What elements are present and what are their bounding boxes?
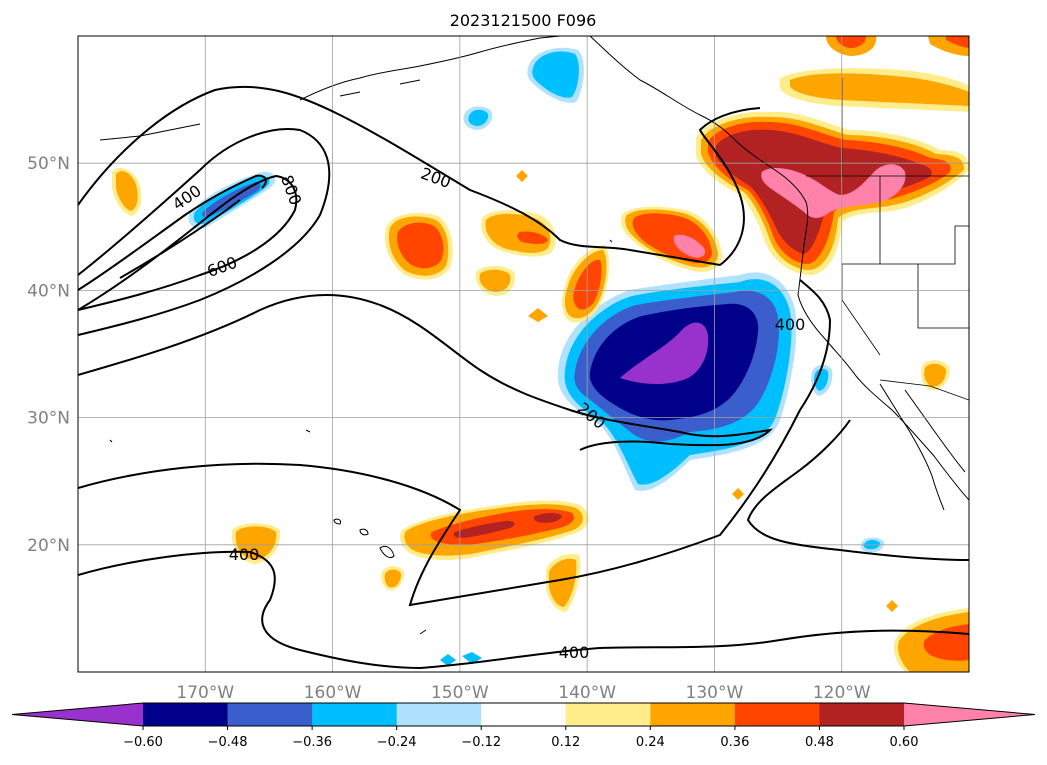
colorbar-tick-label: −0.12	[461, 735, 501, 750]
fill-small-pos-a2	[479, 269, 511, 292]
colorbar-tick-label: 0.36	[720, 735, 749, 750]
contour-200-north	[78, 85, 761, 267]
lon-tick-label: 170°W	[176, 683, 234, 703]
fill-hawaii-pos-048	[453, 513, 562, 538]
fill-small-neg-b2	[814, 368, 829, 391]
colorbar-segment	[650, 703, 736, 726]
lon-tick-label: 150°W	[431, 683, 489, 703]
map-frame	[77, 35, 970, 673]
coast-bc-wa-or-ca	[734, 139, 969, 501]
coast-baja	[879, 383, 945, 511]
coast-scatter	[109, 239, 613, 635]
colorbar-tick-label: −0.24	[377, 735, 417, 750]
contour-label: 400	[229, 545, 260, 564]
lon-tick-label: 160°W	[304, 683, 362, 703]
lon-tick-label: 120°W	[813, 683, 871, 703]
chart-title: 2023121500 F096	[450, 11, 597, 30]
lon-tick-label: 140°W	[558, 683, 616, 703]
fill-small-pos-e2	[116, 171, 138, 211]
colorbar: −0.60 −0.48 −0.36 −0.24 −0.12 0.12 0.24 0.36 0.4…	[11, 702, 1036, 750]
contour-400-south	[78, 279, 832, 607]
contour-lines	[78, 85, 969, 670]
coast-alaska	[299, 36, 736, 141]
lat-tick-label: 50°N	[27, 154, 70, 174]
lat-tick-label: 20°N	[27, 536, 70, 556]
border-mex-us	[879, 379, 969, 401]
contour-label: 400	[775, 315, 806, 334]
lat-tick-label: 30°N	[27, 409, 70, 429]
colorbar-tick-label: 0.24	[636, 735, 665, 750]
fill-northeast-pos-a2	[790, 73, 969, 106]
colorbar-segment	[396, 703, 482, 726]
longitude-labels: 170°W 160°W 150°W 140°W 130°W 120°W	[176, 683, 870, 703]
colorbar-segment	[819, 703, 905, 726]
fill-small-pos-f2	[924, 363, 946, 387]
colorbar-segment	[734, 703, 820, 726]
colorbar-extend-max	[904, 703, 1035, 726]
contour-label: 400	[559, 643, 590, 662]
latitude-labels: 20°N 30°N 40°N 50°N	[27, 154, 70, 556]
fill-small-pos-c2	[384, 569, 401, 588]
fill-cp2-pos-036	[517, 231, 548, 244]
contour-200-south	[78, 294, 773, 451]
fill-goa-neg-024	[532, 51, 579, 98]
colorbar-segment	[143, 703, 229, 726]
fill-cp-pos-036	[397, 222, 444, 269]
colorbar-extend-min	[12, 703, 143, 726]
fill-pnw-pos-060	[761, 164, 906, 218]
contour-400-north	[78, 128, 331, 336]
colorbar-segment	[227, 703, 313, 726]
colorbar-tick-label: −0.60	[123, 735, 163, 750]
coast-islands-ak	[99, 79, 421, 141]
fill-northeast-pos-c2	[946, 36, 969, 48]
fill-small-neg-a2	[468, 109, 489, 126]
colorbar-tick-label: 0.60	[890, 735, 919, 750]
colorbar-tick-label: 0.12	[551, 735, 580, 750]
colorbar-tick-label: −0.48	[208, 735, 248, 750]
map-area: 200 200 400 400 400 400 600 800	[78, 36, 969, 672]
colorbar-tick-label: 0.48	[805, 735, 834, 750]
fill-offshore-neg-060	[620, 322, 709, 384]
coastlines	[99, 36, 969, 635]
colorbar-segment	[312, 703, 398, 726]
border-state-c	[917, 264, 969, 329]
border-state-a	[842, 225, 969, 265]
contour-600	[78, 174, 298, 311]
coast-hawaii	[333, 518, 395, 559]
fill-nep-pos-060	[673, 234, 706, 258]
contour-400-lower	[78, 550, 969, 670]
fill-northeast-pos-b2	[836, 36, 866, 48]
anomaly-fills	[112, 36, 969, 672]
coast-mexico-inner	[904, 389, 966, 473]
contour-400-se	[746, 419, 969, 561]
fill-small-pos-b2	[549, 558, 577, 607]
colorbar-segment	[565, 703, 651, 726]
gridlines	[78, 36, 969, 672]
lon-tick-label: 130°W	[686, 683, 744, 703]
lat-tick-label: 40°N	[27, 281, 70, 301]
colorbar-segment	[481, 703, 567, 726]
contour-800	[78, 174, 267, 291]
colorbar-tick-label: −0.36	[292, 735, 332, 750]
